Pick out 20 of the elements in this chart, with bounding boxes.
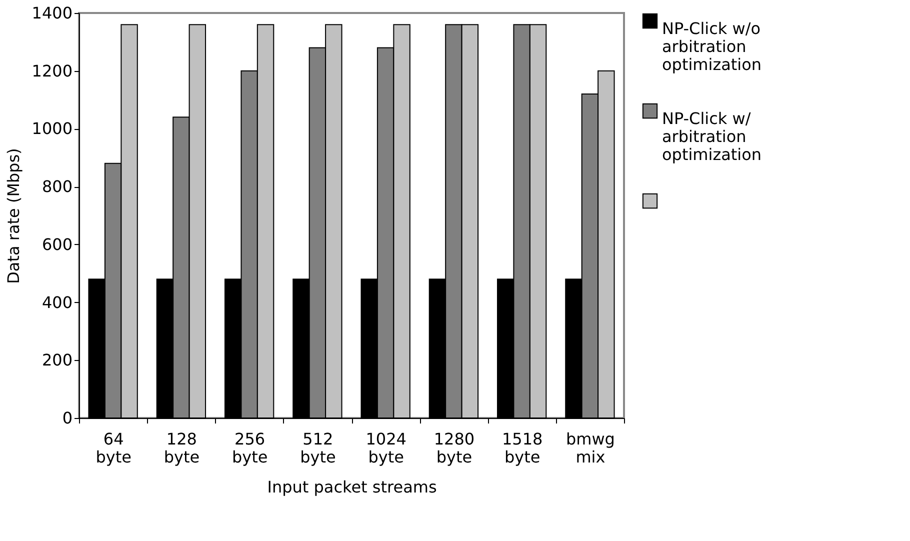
legend-label: NP-Click w/o arbitration optimization xyxy=(662,19,762,74)
y-tick-label: 1000 xyxy=(32,119,72,138)
x-tick-label: 64 byte xyxy=(96,430,132,466)
y-tick-label: 200 xyxy=(42,350,72,370)
y-tick-label: 1400 xyxy=(32,4,72,22)
x-tick-label: 256 byte xyxy=(232,430,268,466)
y-tick-label: 400 xyxy=(42,292,72,312)
x-axis-title: Input packet streams xyxy=(267,478,437,496)
y-tick-label: 0 xyxy=(62,408,72,428)
x-tick-label: 128 byte xyxy=(164,430,200,466)
x-tick-label: 1518 byte xyxy=(502,430,543,466)
y-tick-label: 800 xyxy=(42,177,72,196)
x-tick-label: 512 byte xyxy=(300,430,336,466)
x-tick-label: 1024 byte xyxy=(366,430,406,466)
y-tick-label: 600 xyxy=(42,234,72,254)
x-tick-label: bmwg mix xyxy=(566,430,615,466)
y-axis-title: Data rate (Mbps) xyxy=(4,148,23,284)
x-tick-label: 1280 byte xyxy=(434,430,475,466)
y-tick-label: 1200 xyxy=(32,61,72,80)
legend-label: NP-Click w/ arbitration optimization xyxy=(662,109,762,164)
